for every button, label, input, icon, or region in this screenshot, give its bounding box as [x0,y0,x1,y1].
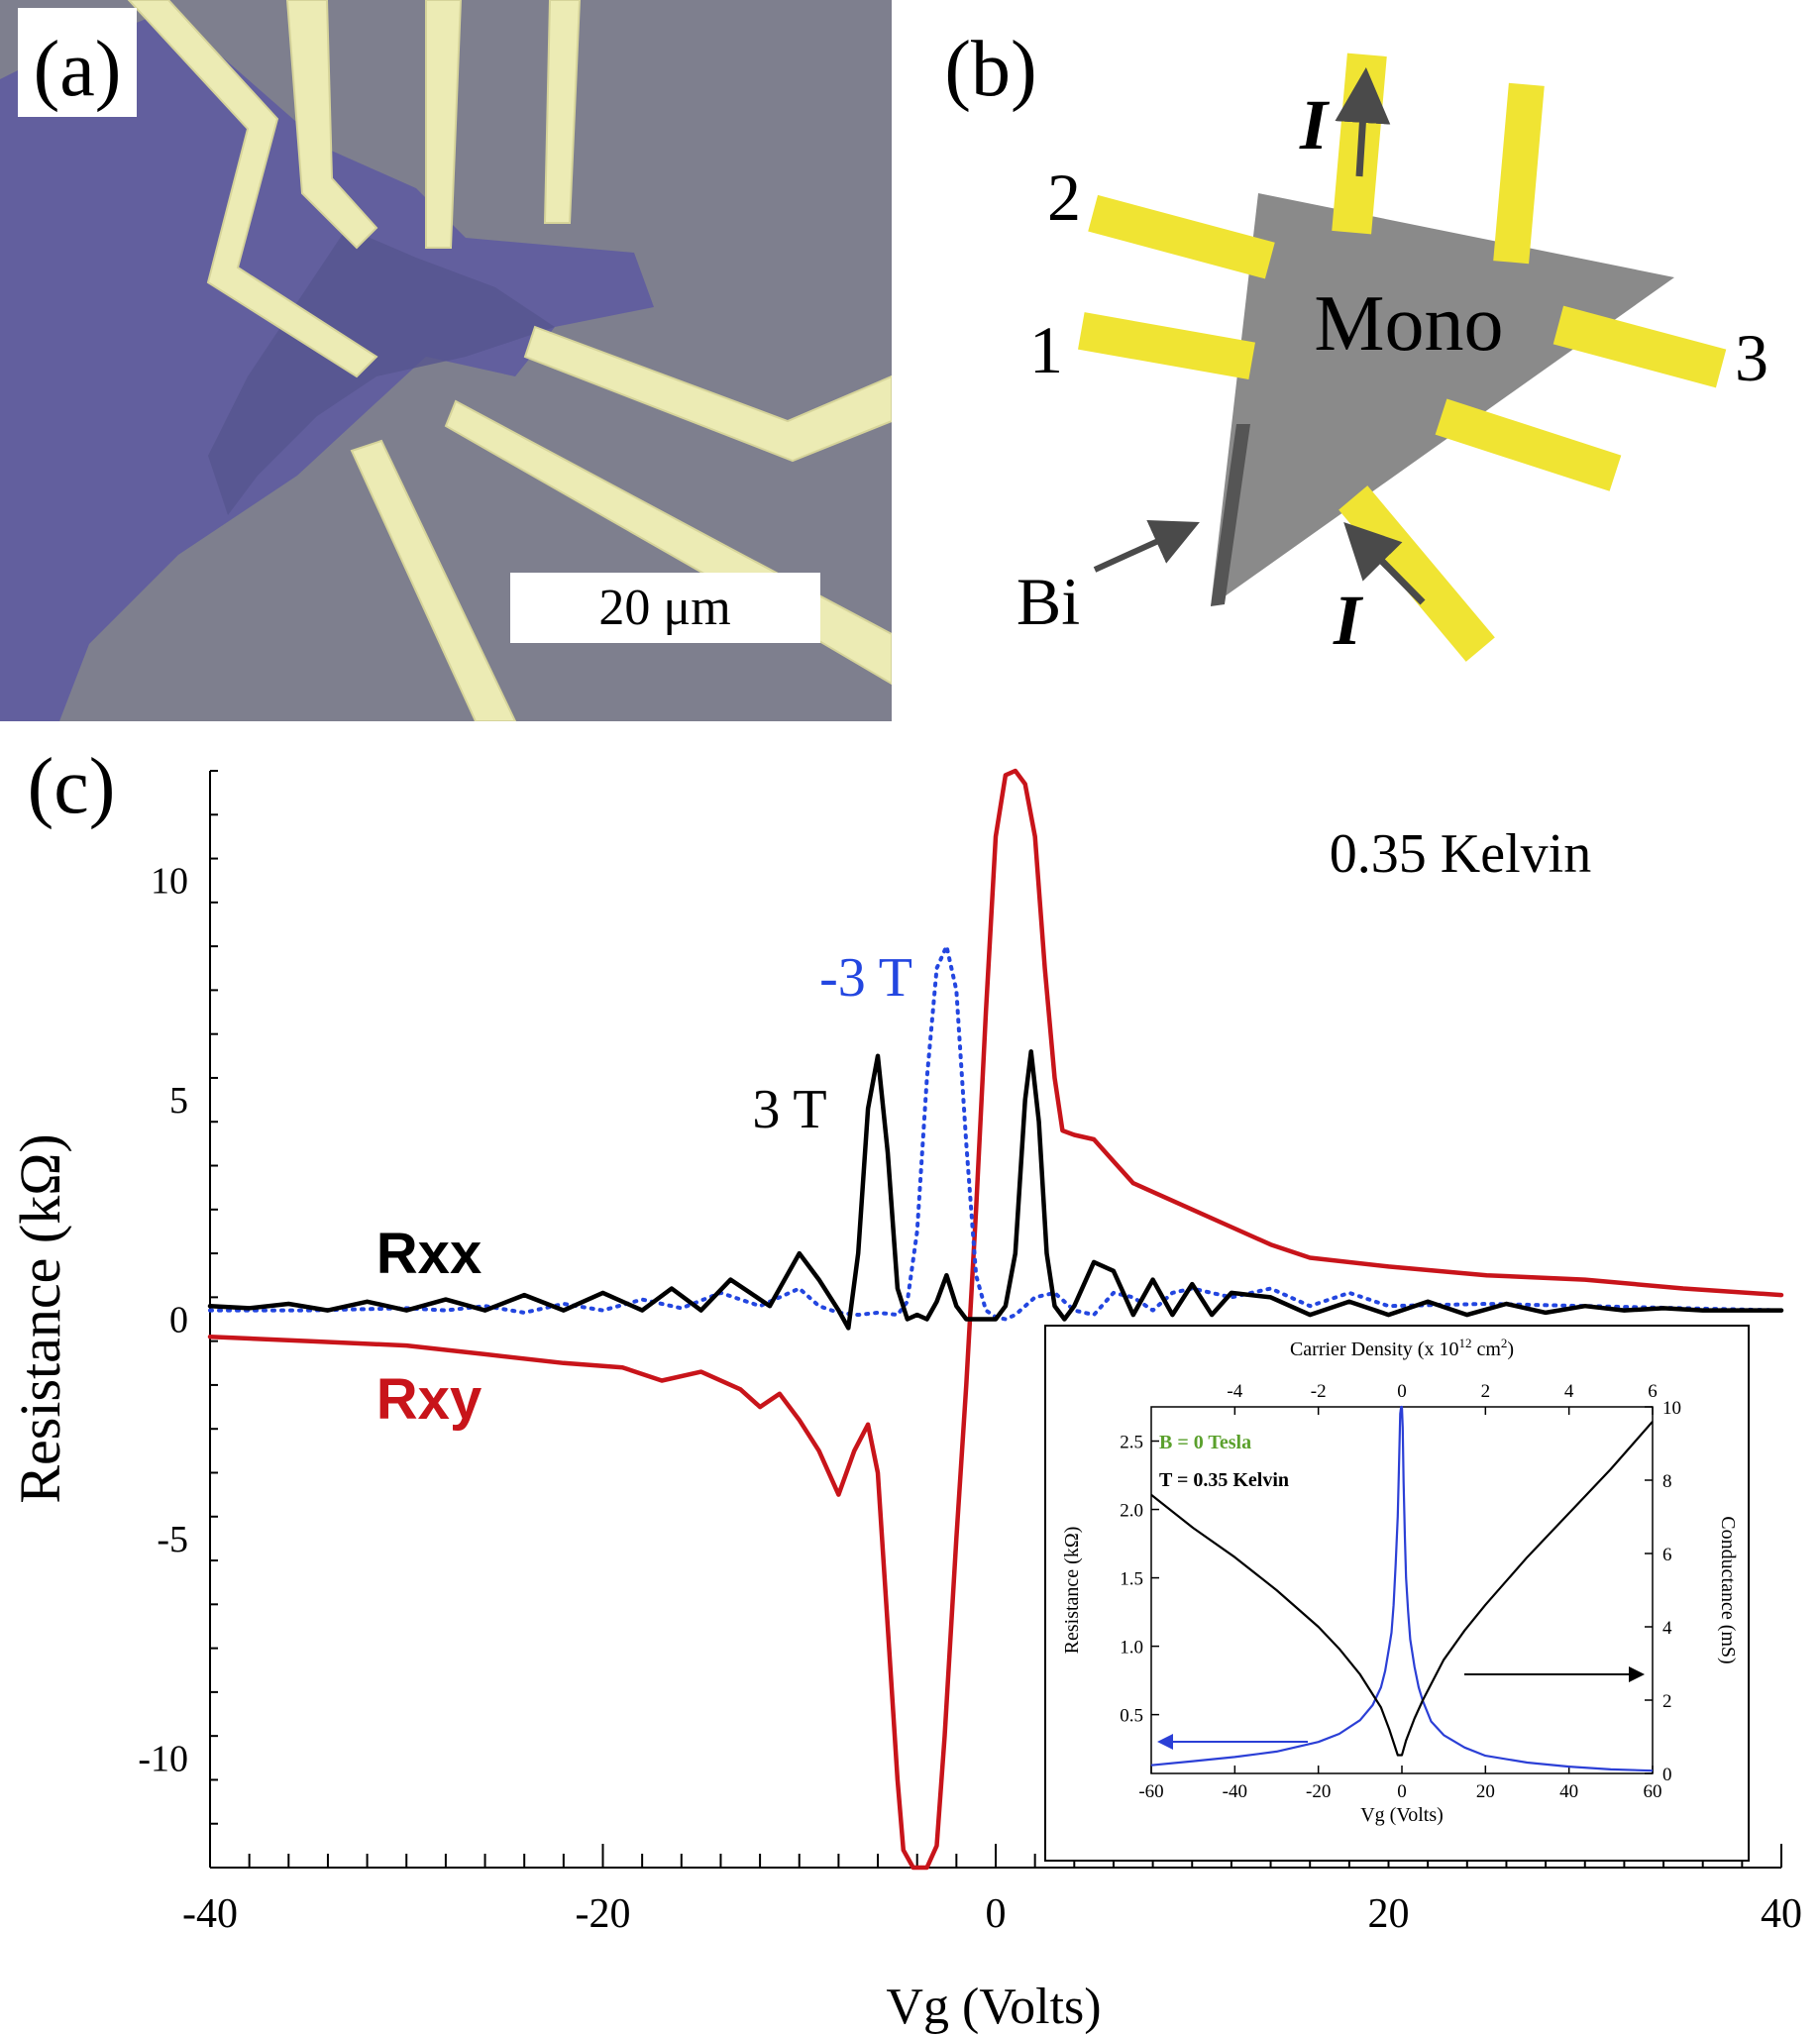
monolayer-region [208,228,555,515]
x-axis-title: Vg (Volts) [886,1979,1101,2035]
main-series-group [207,768,1784,1871]
inset-top-tick-label: 0 [1397,1381,1407,1402]
x-tick-label: -20 [576,1891,631,1937]
label-3T: 3 T [752,1079,826,1140]
monolayer-triangle [1211,193,1674,606]
series-line-rxy [207,768,1784,1871]
panel-c-label: (c) [28,743,116,830]
inset-y-tick-label: 0.5 [1120,1706,1143,1727]
series-line-rxx-3-t [207,1049,1784,1331]
contact-1-label: 1 [1029,312,1063,387]
inset-x-axis-title: Vg (Volts) [1360,1804,1444,1826]
inset-top-title-part: ) [1507,1339,1514,1360]
inset-axes: -60 -40 -20 0 20 40 60-4 -2 0 2 4 60.51.01.52.02.50… [1061,1336,1739,1826]
mono-label: Mono [1314,280,1503,368]
bilayer-strip [1211,424,1250,606]
inset-y2-axis-title: Conductance (mS) [1717,1516,1739,1663]
inset-x-tick-label: -20 [1306,1781,1331,1802]
inset-x-tick-label: -60 [1138,1781,1163,1802]
panel-b-label: (b) [944,26,1036,113]
rxy-label: Rxy [376,1367,482,1432]
inset-top-title-sup: 12 [1458,1336,1471,1350]
inset-top-tick-label: -2 [1311,1381,1327,1402]
contact-1 [1078,312,1255,379]
y-tick-label: 0 [169,1300,188,1341]
y-axis-title: Resistance (kΩ) [8,1133,72,1503]
x-tick-label: 0 [986,1891,1007,1937]
contact-bottom-right [1435,398,1622,491]
inset-x-tick-label: 20 [1476,1781,1495,1802]
panel-b-schematic: (b) Mono I I 2 1 3 Bi [892,0,1820,721]
inset-y-tick-label: 1.0 [1120,1638,1143,1659]
x-tick-label: 20 [1368,1891,1410,1937]
inset-top-title-part: cm [1471,1339,1501,1360]
inset-y2-tick-label: 10 [1662,1398,1681,1419]
current-label-top: I [1299,85,1331,164]
inset-chart: -60 -40 -20 0 20 40 60-4 -2 0 2 4 60.51.01.52.02.50… [1044,1325,1750,1862]
inset-x-tick-label: 40 [1559,1781,1578,1802]
inset-y2-tick-label: 0 [1662,1765,1672,1785]
rxx-label: Rxx [376,1222,482,1286]
inset-top-tick-label: 6 [1648,1381,1658,1402]
inset-top-title-part: Carrier Density (x 10 [1290,1339,1459,1360]
contact-top-right [1493,82,1545,265]
inset-top-title-sup: 2 [1501,1336,1508,1350]
contact-3-label: 3 [1735,320,1768,395]
label-neg3T: -3 T [819,947,912,1009]
inset-y-axis-title: Resistance (kΩ) [1061,1527,1083,1655]
y-tick-label: 5 [169,1080,188,1122]
current-arrow-bottom [1343,522,1426,605]
inset-top-tick-label: 2 [1481,1381,1491,1402]
scale-bar-label: 20 μm [598,580,730,636]
label-box-a [18,8,137,117]
inset-top-tick-label: -4 [1227,1381,1242,1402]
panel-a-micrograph: (a) 20 μm [0,0,892,721]
panel-a-label: (a) [34,26,122,113]
current-arrow-top [1335,67,1391,177]
inset-x-tick-label: -40 [1223,1781,1247,1802]
inset-top-axis-title: Carrier Density (x 1012 cm2) [1290,1336,1514,1360]
inset-y2-tick-label: 8 [1662,1471,1672,1492]
inset-y2-tick-label: 6 [1662,1545,1672,1565]
y-tick-label: -10 [138,1738,188,1779]
contact-3 [1552,305,1727,388]
temperature-label: 0.35 Kelvin [1330,823,1591,885]
inset-y2-tick-label: 2 [1662,1691,1672,1712]
x-tick-label: -40 [182,1891,238,1937]
series-line-rxx-3-t [208,944,1783,1322]
inset-x-tick-label: 0 [1397,1781,1407,1802]
inset-series-group [1150,1405,1654,1772]
contact-2-label: 2 [1047,160,1081,235]
inset-x-tick-label: 60 [1644,1781,1662,1802]
bi-pointer-arrow [1093,519,1200,573]
inset-y-tick-label: 1.5 [1120,1569,1143,1590]
y-tick-label: 10 [151,861,188,903]
current-label-bottom: I [1333,581,1364,660]
inset-legend-t: T = 0.35 Kelvin [1159,1469,1289,1491]
inset-frame [1044,1325,1750,1862]
x-tick-label: 40 [1761,1891,1802,1937]
inset-y-tick-label: 2.0 [1120,1501,1143,1522]
inset-top-tick-label: 4 [1564,1381,1574,1402]
inset-y-tick-label: 2.5 [1120,1433,1143,1453]
inset-y2-tick-label: 4 [1662,1618,1672,1639]
bi-label: Bi [1017,564,1080,639]
inset-legend-b: B = 0 Tesla [1159,1432,1251,1453]
scale-bar-box [510,573,820,643]
contact-2 [1088,194,1275,279]
inset-series-conductance [1150,1421,1654,1757]
inset-series-resistance [1150,1405,1654,1772]
y-tick-label: -5 [157,1519,188,1560]
